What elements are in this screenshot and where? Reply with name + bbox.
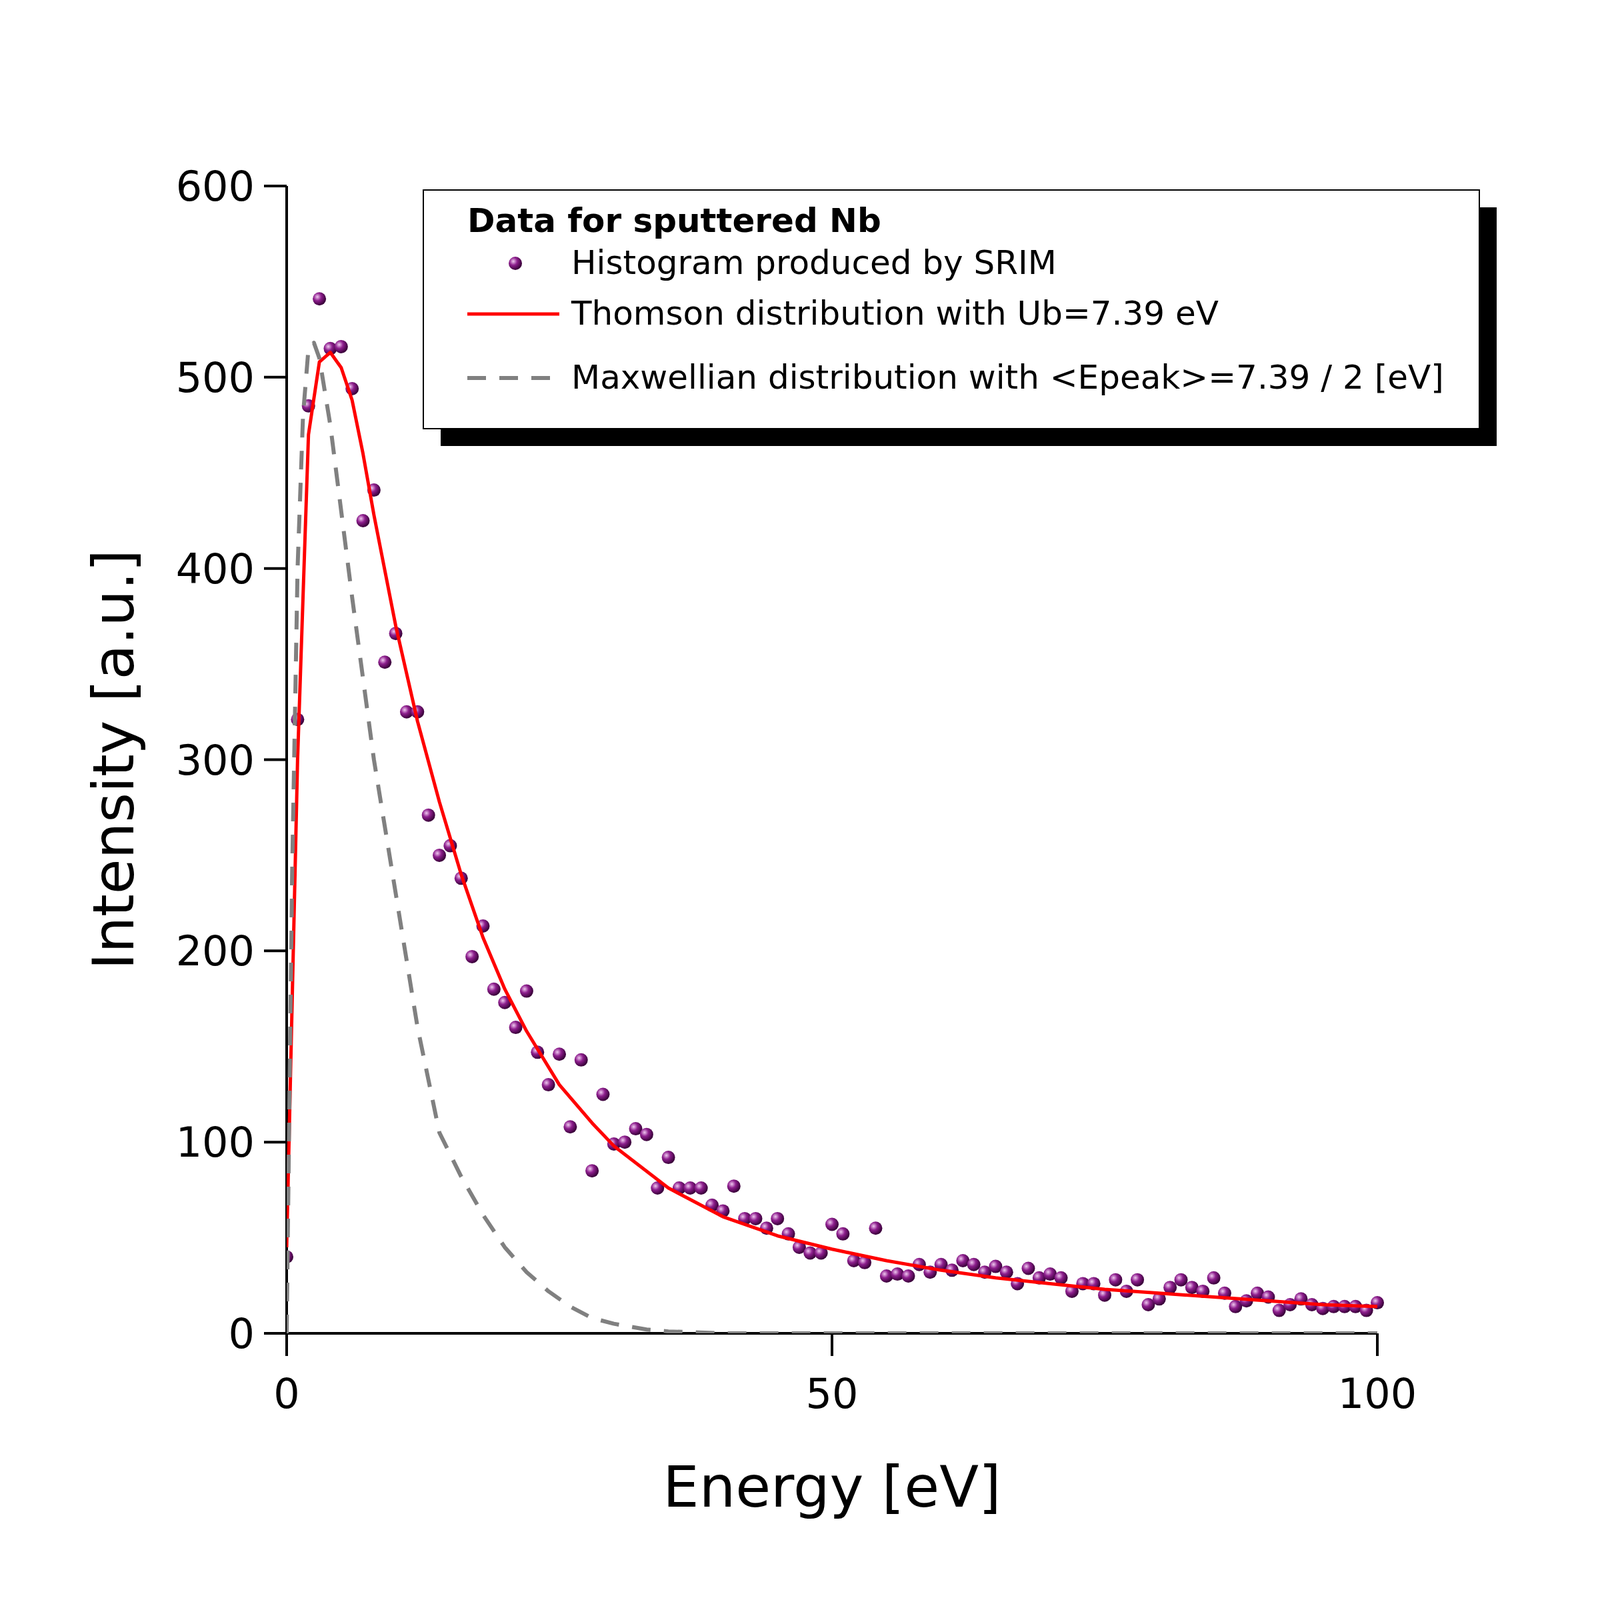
data-point	[585, 1164, 599, 1178]
legend-line	[467, 376, 560, 380]
data-point	[1174, 1273, 1188, 1287]
x-tick-label: 100	[1338, 1369, 1417, 1418]
x-tick	[1376, 1333, 1379, 1356]
y-tick-label: 200	[176, 926, 255, 976]
x-tick-label: 0	[273, 1369, 300, 1418]
data-point	[432, 848, 446, 862]
y-tick	[264, 1332, 287, 1335]
x-tick	[285, 1333, 288, 1356]
data-point	[563, 1120, 577, 1134]
data-point	[1130, 1273, 1144, 1287]
data-point	[640, 1128, 654, 1142]
data-point	[520, 984, 534, 998]
data-point	[542, 1078, 556, 1092]
data-point	[727, 1179, 741, 1193]
data-point	[356, 514, 370, 528]
data-point	[1000, 1265, 1014, 1279]
y-tick	[264, 184, 287, 188]
legend-label: Histogram produced by SRIM	[571, 243, 1057, 282]
data-point	[902, 1269, 916, 1283]
legend-line	[467, 312, 560, 316]
data-point	[487, 982, 501, 996]
legend	[423, 190, 1480, 429]
y-tick	[264, 567, 287, 570]
y-tick-label: 300	[176, 736, 255, 785]
y-tick	[264, 758, 287, 762]
data-point	[1054, 1271, 1068, 1285]
data-point	[422, 808, 436, 822]
plot-area	[286, 292, 1384, 1334]
data-point	[1021, 1261, 1035, 1275]
data-line	[286, 342, 1378, 1334]
chart: 0 100 200 300 400 500 600 0 50 100 Energy [eV] Inte…	[0, 0, 1600, 1600]
y-tick	[264, 949, 287, 952]
data-point	[574, 1053, 588, 1067]
legend-label: Thomson distribution with Ub=7.39 eV	[570, 294, 1219, 333]
y-tick	[264, 1140, 287, 1144]
data-point	[868, 1221, 882, 1235]
y-tick-label: 400	[176, 544, 255, 594]
legend-title: Data for sputtered Nb	[467, 201, 882, 240]
data-point	[618, 1135, 632, 1149]
data-point	[967, 1258, 981, 1272]
y-tick-label: 100	[176, 1118, 255, 1167]
legend-label: Maxwellian distribution with <Epeak>=7.3…	[571, 358, 1444, 397]
data-point	[1207, 1271, 1221, 1285]
data-point	[748, 1212, 762, 1226]
data-point	[378, 655, 392, 669]
data-point	[825, 1218, 839, 1232]
y-tick	[264, 376, 287, 379]
legend-marker	[508, 256, 522, 270]
data-point	[662, 1150, 676, 1164]
y-axis-label: Intensity [a.u.]	[80, 549, 147, 970]
y-tick-label: 0	[228, 1309, 255, 1358]
x-axis-label: Energy [eV]	[662, 1453, 1001, 1520]
data-point	[1108, 1273, 1122, 1287]
data-point	[334, 340, 348, 354]
data-point	[836, 1227, 850, 1241]
x-tick	[830, 1333, 834, 1356]
data-point	[596, 1087, 610, 1101]
data-point	[312, 292, 326, 306]
data-point	[552, 1047, 566, 1061]
y-tick-label: 600	[176, 162, 255, 211]
data-point	[465, 950, 479, 964]
data-point	[694, 1181, 708, 1195]
data-line	[286, 352, 1378, 1307]
y-tick-label: 500	[176, 353, 255, 402]
x-tick-label: 50	[806, 1369, 859, 1418]
data-point	[770, 1212, 784, 1226]
